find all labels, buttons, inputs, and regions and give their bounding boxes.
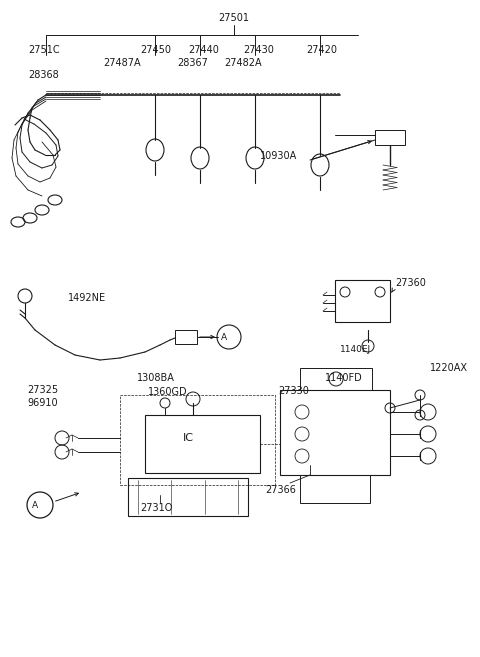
Text: 1140FD: 1140FD <box>325 373 363 383</box>
Text: 1492NE: 1492NE <box>68 293 106 303</box>
Bar <box>335 280 390 322</box>
Text: 10930A: 10930A <box>260 151 297 161</box>
Text: 1140EJ: 1140EJ <box>340 346 371 355</box>
Text: 27501: 27501 <box>218 13 250 23</box>
Text: 2731O: 2731O <box>140 503 172 513</box>
Text: 27450: 27450 <box>140 45 171 55</box>
Text: 28367: 28367 <box>177 58 208 68</box>
Bar <box>175 330 197 344</box>
Bar <box>300 475 370 503</box>
Text: 1308BA: 1308BA <box>137 373 175 383</box>
Text: 27366: 27366 <box>265 485 296 495</box>
Bar <box>120 395 275 485</box>
Bar <box>128 478 248 516</box>
Text: A: A <box>32 501 38 509</box>
Bar <box>280 390 390 475</box>
Text: 96910: 96910 <box>27 398 58 408</box>
Text: 28368: 28368 <box>28 70 59 80</box>
Text: 27487A: 27487A <box>103 58 141 68</box>
Text: 1220AX: 1220AX <box>430 363 468 373</box>
Text: IC: IC <box>182 433 193 443</box>
Bar <box>300 368 372 390</box>
Text: A: A <box>221 332 227 342</box>
Bar <box>145 415 260 473</box>
Text: 2751C: 2751C <box>28 45 60 55</box>
Text: 27482A: 27482A <box>224 58 262 68</box>
Text: 27330: 27330 <box>278 386 309 396</box>
Text: 27325: 27325 <box>27 385 58 395</box>
Text: 27360: 27360 <box>395 278 426 288</box>
Text: 27440: 27440 <box>188 45 219 55</box>
Bar <box>375 130 405 145</box>
Text: 27420: 27420 <box>306 45 337 55</box>
Text: 1360GD: 1360GD <box>148 387 188 397</box>
Text: 27430: 27430 <box>243 45 274 55</box>
